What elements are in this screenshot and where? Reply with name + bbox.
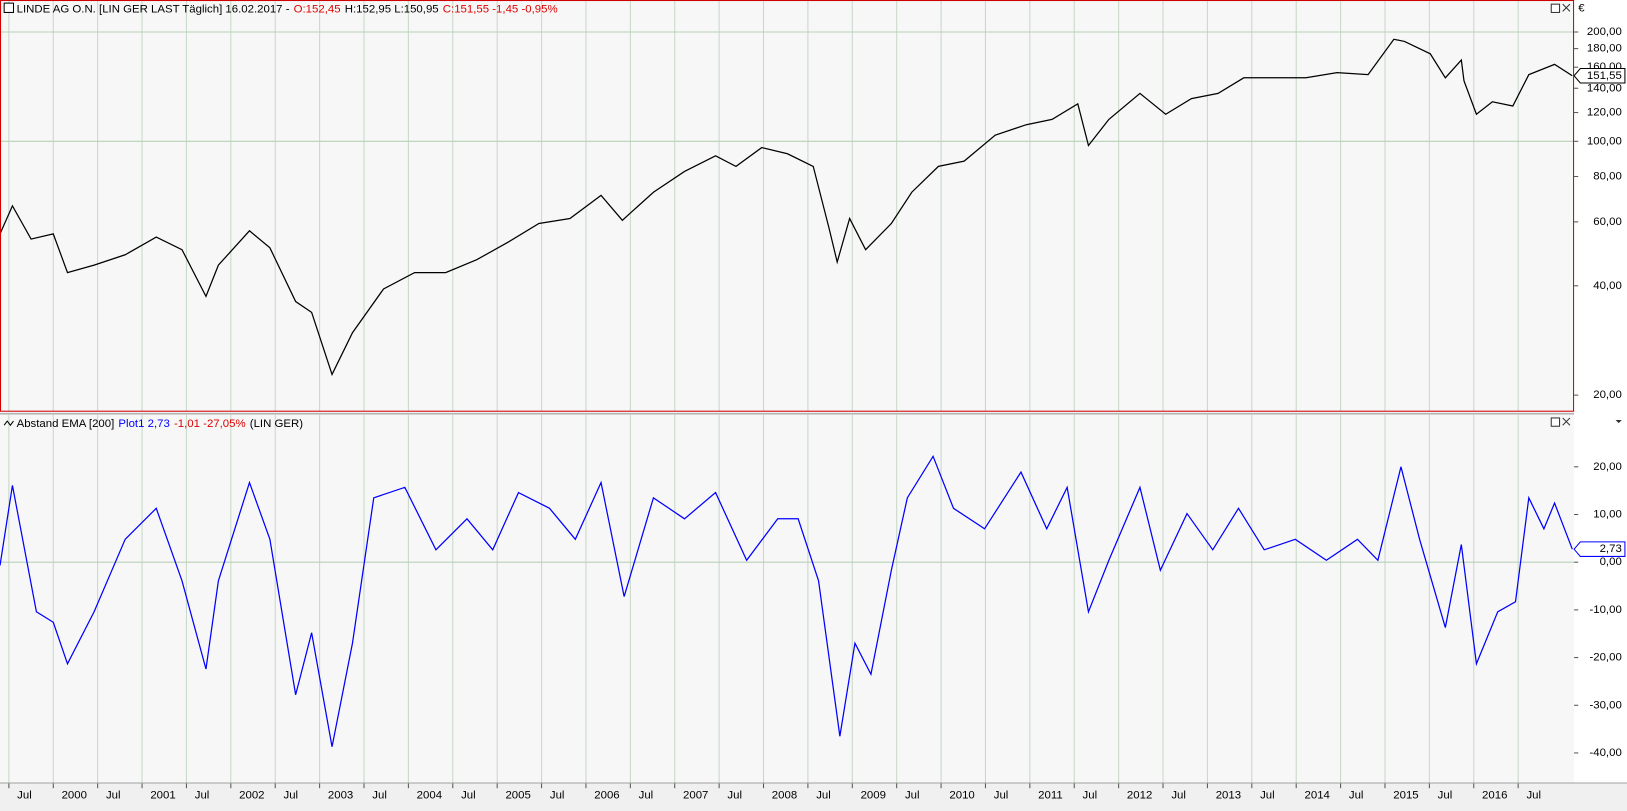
header-part: O:152,45 — [294, 3, 341, 15]
y-tick-label: 40,00 — [1593, 280, 1622, 292]
last-value-label: 151,55 — [1587, 70, 1622, 82]
x-tick-label: Jul — [816, 789, 831, 801]
y-tick-label: -20,00 — [1589, 652, 1621, 664]
x-tick-label: 2001 — [150, 789, 175, 801]
y-tick-label: 200,00 — [1587, 26, 1622, 38]
header-part: Plot1 2,73 — [118, 418, 169, 430]
header-part: H:152,95 L:150,95 — [345, 3, 439, 15]
x-tick-label: 2009 — [861, 789, 886, 801]
header-part: LINDE AG O.N. [LIN GER LAST Täglich] 16.… — [17, 3, 290, 15]
x-tick-label: 2013 — [1216, 789, 1241, 801]
chart-icon[interactable] — [3, 2, 15, 13]
x-tick-label: Jul — [639, 789, 654, 801]
time-axis — [0, 782, 1575, 811]
x-tick-label: 2000 — [62, 789, 87, 801]
currency-icon: € — [1578, 2, 1585, 14]
x-tick-label: Jul — [994, 789, 1009, 801]
x-tick-label: 2010 — [949, 789, 974, 801]
y-tick-label: 100,00 — [1587, 135, 1622, 147]
y-tick-label: 140,00 — [1587, 82, 1622, 94]
y-tick-label: -40,00 — [1589, 747, 1621, 759]
y-tick-label: 60,00 — [1593, 216, 1622, 228]
x-tick-label: Jul — [1349, 789, 1364, 801]
x-tick-label: Jul — [1260, 789, 1275, 801]
y-tick-label: 20,00 — [1593, 461, 1622, 473]
x-tick-label: Jul — [17, 789, 32, 801]
y-tick-label: 10,00 — [1593, 509, 1622, 521]
indicator-panel — [0, 414, 1575, 783]
x-tick-label: Jul — [905, 789, 920, 801]
y-tick-label: 120,00 — [1587, 107, 1622, 119]
y-tick-label: -10,00 — [1589, 604, 1621, 616]
y-tick-label: 80,00 — [1593, 171, 1622, 183]
x-tick-label: 2012 — [1127, 789, 1152, 801]
header-part: (LIN GER) — [250, 418, 303, 430]
indicator-icon[interactable] — [3, 420, 14, 427]
x-tick-label: 2003 — [328, 789, 353, 801]
x-tick-label: 2015 — [1393, 789, 1418, 801]
last-value-box — [1573, 541, 1626, 557]
last-value-box — [1573, 67, 1626, 84]
x-tick-label: Jul — [550, 789, 565, 801]
panel-header: LINDE AG O.N. [LIN GER LAST Täglich] 16.… — [17, 3, 558, 15]
y-tick-label: 180,00 — [1587, 43, 1622, 55]
series-line — [0, 454, 1573, 747]
x-tick-label: Jul — [1438, 789, 1453, 801]
scroll-arrow[interactable] — [1615, 420, 1622, 424]
header-part: C:151,55 -1,45 -0,95% — [443, 3, 558, 15]
series-line — [0, 38, 1573, 377]
x-tick-label: 2016 — [1482, 789, 1507, 801]
x-tick-label: 2004 — [417, 789, 443, 801]
x-tick-label: Jul — [195, 789, 210, 801]
y-tick-label: 160,00 — [1587, 61, 1622, 73]
close-button[interactable] — [1562, 417, 1571, 426]
x-tick-label: 2007 — [683, 789, 708, 801]
x-tick-label: 2014 — [1304, 789, 1330, 801]
x-tick-label: Jul — [1171, 789, 1186, 801]
x-tick-label: Jul — [1083, 789, 1098, 801]
last-value-label: 2,73 — [1600, 543, 1622, 555]
header-part: Abstand EMA [200] — [17, 418, 115, 430]
close-button[interactable] — [1562, 3, 1571, 12]
y-tick-label: 20,00 — [1593, 389, 1622, 401]
maximize-button[interactable] — [1550, 417, 1561, 427]
x-tick-label: Jul — [727, 789, 742, 801]
x-tick-label: Jul — [106, 789, 121, 801]
y-tick-label: 0,00 — [1600, 556, 1622, 568]
x-tick-label: 2002 — [239, 789, 264, 801]
x-tick-label: Jul — [284, 789, 299, 801]
x-tick-label: 2008 — [772, 789, 797, 801]
x-tick-label: Jul — [1526, 789, 1541, 801]
x-tick-label: 2006 — [594, 789, 619, 801]
x-tick-label: 2005 — [505, 789, 530, 801]
panel-header: Abstand EMA [200] Plot1 2,73 -1,01 -27,05%… — [17, 418, 304, 430]
x-tick-label: Jul — [461, 789, 476, 801]
x-tick-label: 2011 — [1038, 789, 1063, 801]
value-axis — [1574, 0, 1627, 783]
active-panel-border — [0, 0, 1575, 412]
maximize-button[interactable] — [1550, 3, 1561, 13]
price-panel — [0, 0, 1575, 412]
x-tick-label: Jul — [372, 789, 387, 801]
header-part: -1,01 -27,05% — [174, 418, 246, 430]
y-tick-label: -30,00 — [1589, 699, 1621, 711]
